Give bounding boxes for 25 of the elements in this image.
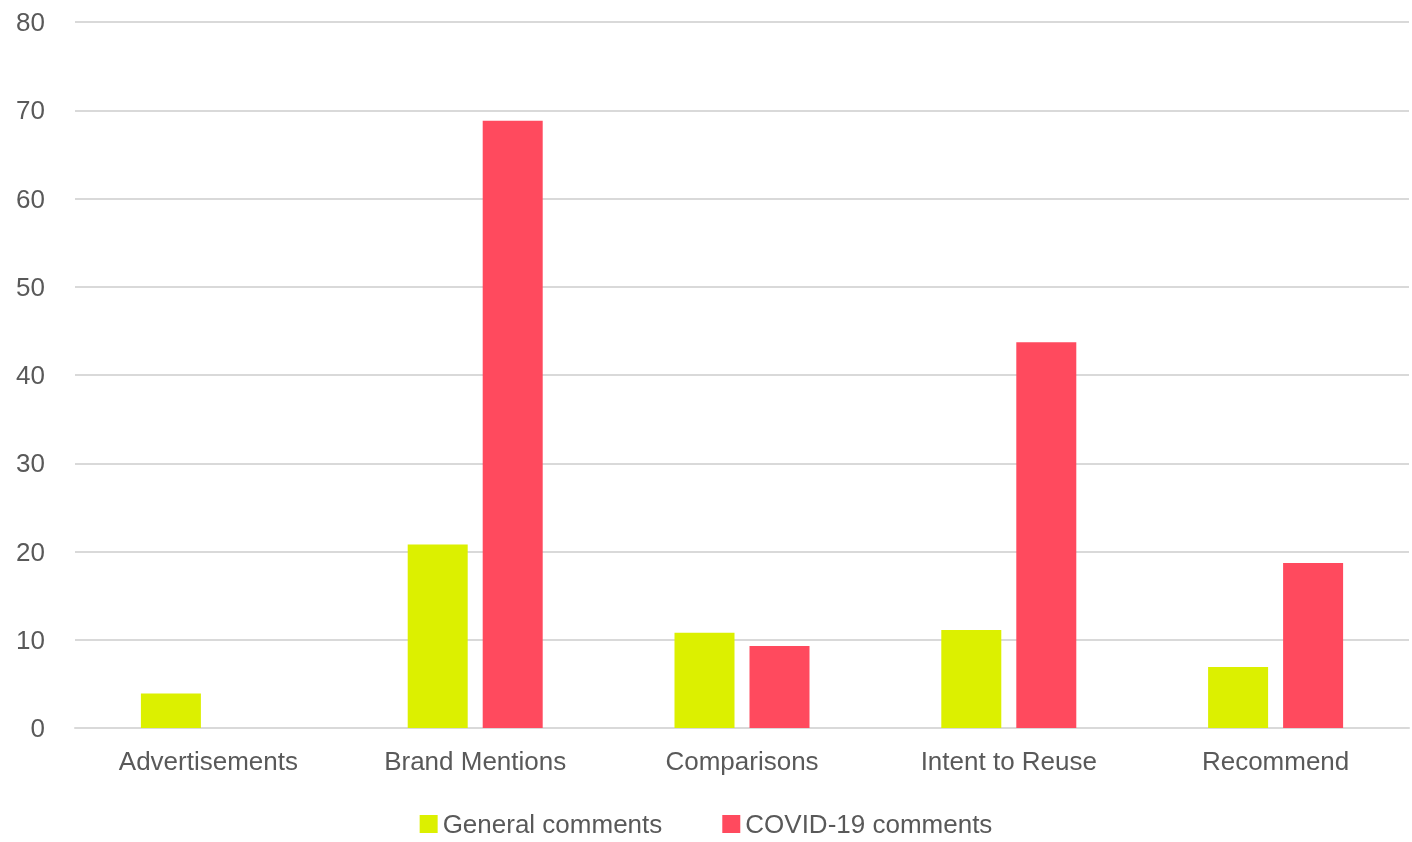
legend-label: COVID-19 comments — [745, 809, 993, 839]
y-tick-label: 0 — [30, 713, 45, 743]
bar — [1016, 342, 1077, 728]
bar — [749, 645, 810, 728]
x-tick-label: Brand Mentions — [384, 746, 567, 776]
legend-label: General comments — [442, 809, 663, 839]
y-tick-label: 80 — [16, 7, 45, 37]
y-tick-label: 50 — [16, 271, 45, 302]
y-tick-label: 70 — [16, 95, 45, 126]
bar — [482, 120, 543, 728]
bar — [674, 632, 735, 728]
x-tick-label: Recommend — [1201, 746, 1350, 776]
y-tick-label: 60 — [16, 183, 45, 214]
x-tick-label: Comparisons — [665, 746, 819, 776]
bar — [1283, 562, 1344, 728]
y-tick-label: 30 — [16, 448, 45, 479]
x-tick-label: Advertisements — [118, 746, 298, 776]
y-tick-label: 10 — [16, 624, 45, 655]
y-tick-label: 40 — [16, 360, 45, 390]
bar — [407, 544, 468, 728]
bar — [140, 693, 201, 728]
y-tick-label: 20 — [16, 536, 45, 567]
bar — [941, 630, 1002, 728]
x-tick-label: Intent to Reuse — [920, 746, 1097, 776]
bar — [1208, 667, 1269, 728]
